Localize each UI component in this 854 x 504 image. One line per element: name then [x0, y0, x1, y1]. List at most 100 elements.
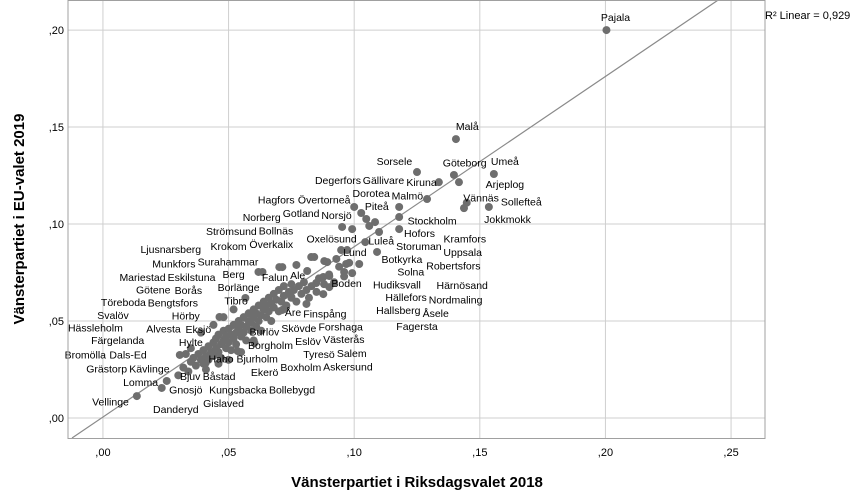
data-point: [249, 336, 258, 345]
data-point: [325, 270, 334, 279]
data-point: [299, 278, 308, 287]
data-point: [274, 307, 283, 316]
point-label: Götene: [136, 284, 171, 296]
y-tick-label: ,15: [49, 122, 64, 134]
point-label: Mariestad: [119, 272, 165, 284]
point-label: Arjeplog: [486, 179, 525, 191]
point-label: Hylte: [179, 337, 203, 349]
data-point: [214, 359, 223, 368]
point-label: Borlänge: [218, 282, 260, 294]
point-label: Alvesta: [146, 323, 181, 335]
data-point: [348, 269, 357, 278]
points: [132, 26, 611, 401]
point-label: Gotland: [283, 208, 320, 220]
point-label: Grästorp: [86, 363, 127, 375]
point-label: Malmö: [392, 191, 424, 203]
y-tick-label: ,20: [49, 25, 64, 37]
point-label: Robertsfors: [426, 260, 480, 272]
data-point: [157, 383, 166, 392]
data-point: [395, 202, 404, 211]
point-label: Berg: [223, 269, 245, 281]
point-label: Pajala: [601, 12, 630, 24]
point-label: Askersund: [323, 362, 373, 374]
point-label: Ale: [290, 270, 305, 282]
point-label: Surahammar: [198, 257, 259, 269]
data-point: [345, 258, 354, 267]
data-point: [132, 392, 141, 401]
data-point: [232, 340, 241, 349]
point-label: Tyresö: [303, 349, 335, 361]
data-point: [292, 260, 301, 269]
point-label: Kramfors: [444, 233, 487, 245]
point-label: Munkfors: [152, 259, 195, 271]
data-point: [332, 254, 341, 263]
point-label: Göteborg: [443, 158, 487, 170]
point-label: Eskilstuna: [168, 272, 216, 284]
data-point: [462, 198, 471, 207]
data-point: [348, 225, 357, 234]
point-label: Malå: [456, 121, 479, 133]
tick-labels: ,00 ,05 ,10 ,15 ,20 ,25 ,00 ,05 ,10 ,15 ,20: [49, 25, 739, 459]
point-label: Dals-Ed: [109, 350, 147, 362]
point-label: Solna: [397, 267, 424, 279]
x-tick-label: ,20: [598, 447, 613, 459]
data-point: [434, 178, 443, 187]
data-point: [201, 365, 210, 374]
point-label: Hässleholm: [68, 323, 123, 335]
data-point: [337, 246, 346, 255]
point-label: Borgholm: [248, 340, 293, 352]
data-point: [241, 293, 250, 302]
point-label: Båstad: [203, 371, 236, 383]
point-label: Härnösand: [437, 280, 489, 292]
plot-frame: [67, 0, 766, 439]
point-label: Ekerö: [251, 367, 279, 379]
data-point: [375, 227, 384, 236]
point-label: Hörby: [172, 311, 201, 323]
data-point: [227, 346, 236, 355]
point-label: Finspång: [303, 308, 346, 320]
point-label: Åre: [285, 306, 302, 319]
point-label: Eslöv: [295, 336, 321, 348]
point-label: Bjurholm: [236, 354, 278, 366]
data-point: [242, 336, 251, 345]
point-label: Piteå: [365, 201, 389, 213]
y-axis-title: Vänsterpartiet i EU-valet 2019: [11, 114, 28, 325]
point-label: Degerfors: [315, 175, 361, 187]
point-label: Färgelanda: [91, 335, 144, 347]
point-label: Skövde: [281, 323, 316, 335]
point-label: Kungsbacka: [209, 385, 267, 397]
point-label: Hudiksvall: [373, 280, 421, 292]
point-label: Habo: [208, 354, 233, 366]
x-tick-label: ,25: [723, 447, 738, 459]
data-point: [343, 246, 352, 255]
point-label: Hallsberg: [376, 305, 421, 317]
data-point: [371, 218, 380, 227]
point-label: Boden: [331, 278, 362, 290]
data-point: [175, 350, 184, 359]
data-point: [224, 355, 233, 364]
point-label: Gällivare: [363, 175, 405, 187]
point-labels: Pajala Malå Sorsele Göteborg Umeå Degerfors Gä…: [65, 12, 631, 416]
data-point: [361, 238, 370, 247]
data-point: [315, 274, 324, 283]
data-point: [320, 257, 329, 266]
point-label: Danderyd: [153, 404, 199, 416]
data-point: [279, 282, 288, 291]
point-label: Åsele: [423, 307, 449, 320]
data-point: [373, 247, 382, 256]
data-point: [423, 195, 432, 204]
point-label: Norberg: [243, 212, 281, 224]
data-point: [196, 328, 205, 337]
data-point: [602, 26, 611, 35]
r2-label: R² Linear = 0,929: [765, 10, 850, 22]
data-point: [292, 297, 301, 306]
data-point: [181, 350, 190, 359]
data-point: [282, 301, 291, 310]
point-label: Falun: [262, 272, 288, 284]
data-point: [357, 208, 366, 217]
point-label: Hagfors: [258, 195, 295, 207]
fit-line: [71, 0, 719, 439]
data-point: [338, 222, 347, 231]
data-point: [237, 348, 246, 357]
